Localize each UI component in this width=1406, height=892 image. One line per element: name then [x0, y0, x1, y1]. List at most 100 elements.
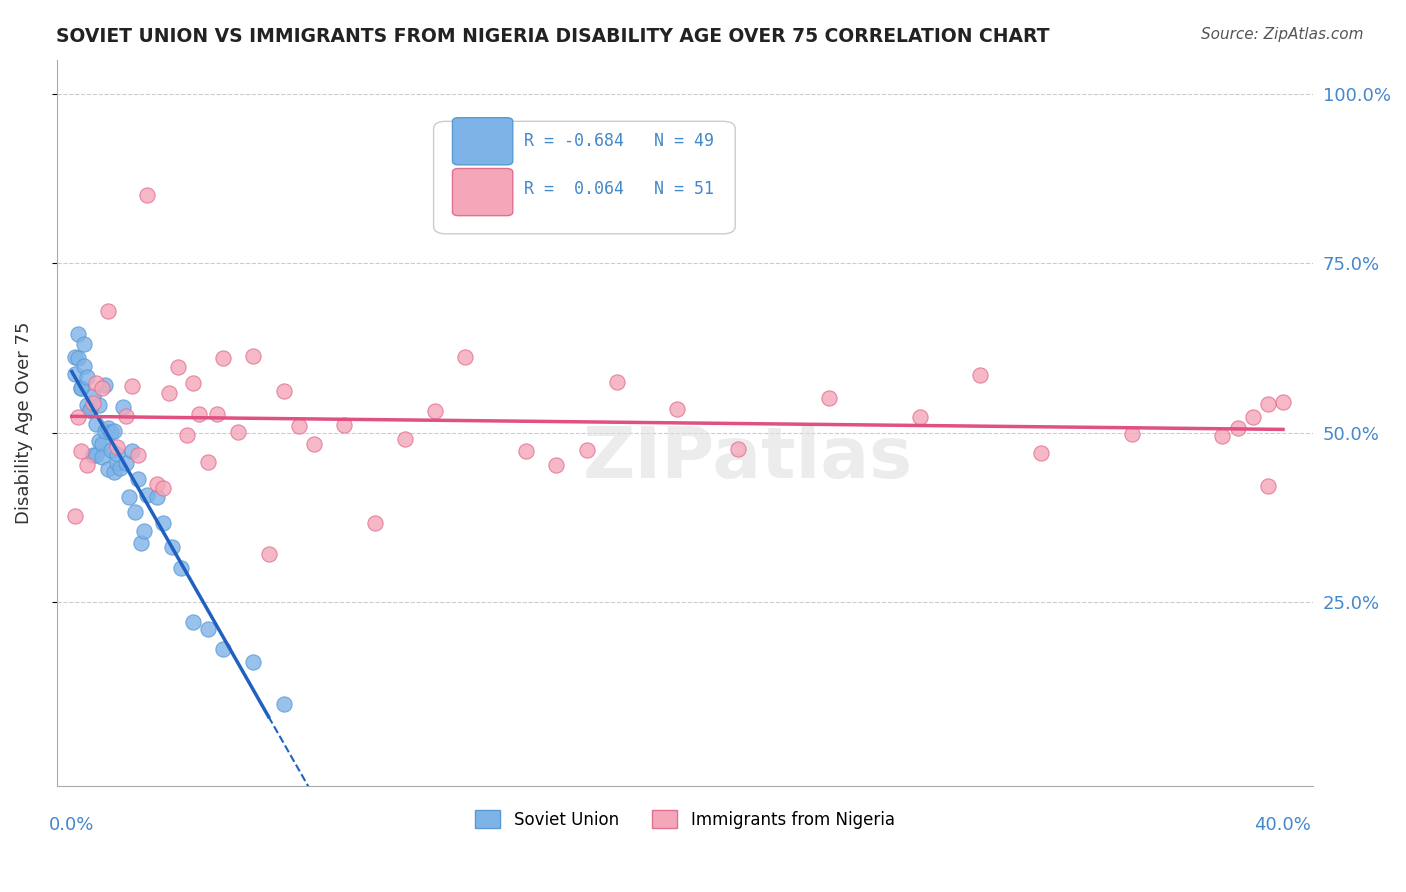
Point — [288, 418, 311, 433]
Point — [575, 442, 598, 457]
Text: ZIPatlas: ZIPatlas — [582, 425, 912, 493]
Point — [100, 425, 122, 440]
Point — [63, 350, 86, 364]
Point — [136, 488, 159, 502]
Point — [273, 384, 295, 398]
Point — [121, 378, 143, 392]
Legend: Soviet Union, Immigrants from Nigeria: Soviet Union, Immigrants from Nigeria — [468, 804, 901, 835]
Point — [212, 351, 235, 365]
Point — [302, 436, 325, 450]
Point — [79, 403, 101, 417]
Point — [212, 641, 235, 656]
Point — [69, 380, 91, 394]
Point — [205, 407, 228, 421]
Point — [226, 425, 249, 440]
Point — [91, 381, 114, 395]
Y-axis label: Disability Age Over 75: Disability Age Over 75 — [15, 321, 32, 524]
Point — [1257, 479, 1279, 493]
Point — [105, 447, 128, 461]
Point — [105, 456, 128, 470]
Point — [76, 458, 98, 472]
Point — [103, 465, 125, 479]
Point — [145, 477, 167, 491]
Point — [969, 368, 991, 382]
FancyBboxPatch shape — [453, 118, 513, 165]
Point — [1241, 409, 1264, 424]
Point — [515, 444, 537, 458]
Point — [103, 424, 125, 438]
Point — [134, 524, 156, 539]
Point — [97, 461, 120, 475]
Point — [1029, 446, 1052, 460]
Text: R = -0.684   N = 49: R = -0.684 N = 49 — [524, 132, 714, 150]
Point — [82, 389, 104, 403]
Point — [157, 385, 180, 400]
Point — [136, 188, 159, 202]
Point — [817, 391, 839, 405]
Point — [197, 454, 219, 468]
Point — [131, 536, 153, 550]
Point — [187, 407, 209, 421]
Point — [94, 424, 117, 438]
Point — [273, 697, 295, 711]
Point — [79, 403, 101, 417]
Point — [257, 548, 280, 562]
Point — [87, 434, 110, 449]
Point — [181, 615, 204, 629]
Point — [127, 448, 149, 462]
Point — [176, 427, 198, 442]
Point — [115, 409, 138, 424]
Point — [242, 349, 264, 363]
Point — [333, 417, 356, 432]
Point — [1272, 395, 1295, 409]
Point — [181, 376, 204, 391]
Point — [76, 398, 98, 412]
Text: 0.0%: 0.0% — [49, 816, 94, 834]
Point — [73, 359, 96, 373]
Point — [108, 461, 131, 475]
FancyBboxPatch shape — [453, 169, 513, 216]
Point — [394, 432, 416, 446]
Text: R =  0.064   N = 51: R = 0.064 N = 51 — [524, 180, 714, 198]
Point — [145, 490, 167, 504]
Point — [242, 655, 264, 669]
Point — [97, 421, 120, 435]
Point — [666, 401, 689, 416]
FancyBboxPatch shape — [433, 121, 735, 234]
Point — [69, 380, 91, 394]
Point — [118, 490, 141, 504]
Point — [112, 400, 135, 414]
Point — [727, 442, 749, 456]
Point — [84, 376, 107, 391]
Point — [363, 516, 385, 530]
Point — [124, 505, 146, 519]
Point — [84, 448, 107, 462]
Point — [63, 509, 86, 524]
Text: Source: ZipAtlas.com: Source: ZipAtlas.com — [1201, 27, 1364, 42]
Point — [82, 396, 104, 410]
Point — [91, 437, 114, 451]
Point — [152, 481, 174, 495]
Point — [170, 561, 193, 575]
Point — [91, 450, 114, 465]
Point — [197, 622, 219, 636]
Text: SOVIET UNION VS IMMIGRANTS FROM NIGERIA DISABILITY AGE OVER 75 CORRELATION CHART: SOVIET UNION VS IMMIGRANTS FROM NIGERIA … — [56, 27, 1050, 45]
Point — [160, 540, 183, 554]
Point — [166, 359, 188, 374]
Point — [454, 351, 477, 365]
Point — [69, 443, 91, 458]
Point — [115, 456, 138, 470]
Point — [82, 448, 104, 462]
Point — [546, 458, 568, 472]
Point — [63, 367, 86, 381]
Point — [73, 336, 96, 351]
Point — [1211, 429, 1233, 443]
Point — [100, 443, 122, 458]
Point — [1121, 427, 1143, 442]
Point — [152, 516, 174, 530]
Point — [76, 370, 98, 384]
Point — [127, 472, 149, 486]
Point — [908, 409, 931, 424]
Point — [66, 327, 89, 342]
Point — [1257, 397, 1279, 411]
